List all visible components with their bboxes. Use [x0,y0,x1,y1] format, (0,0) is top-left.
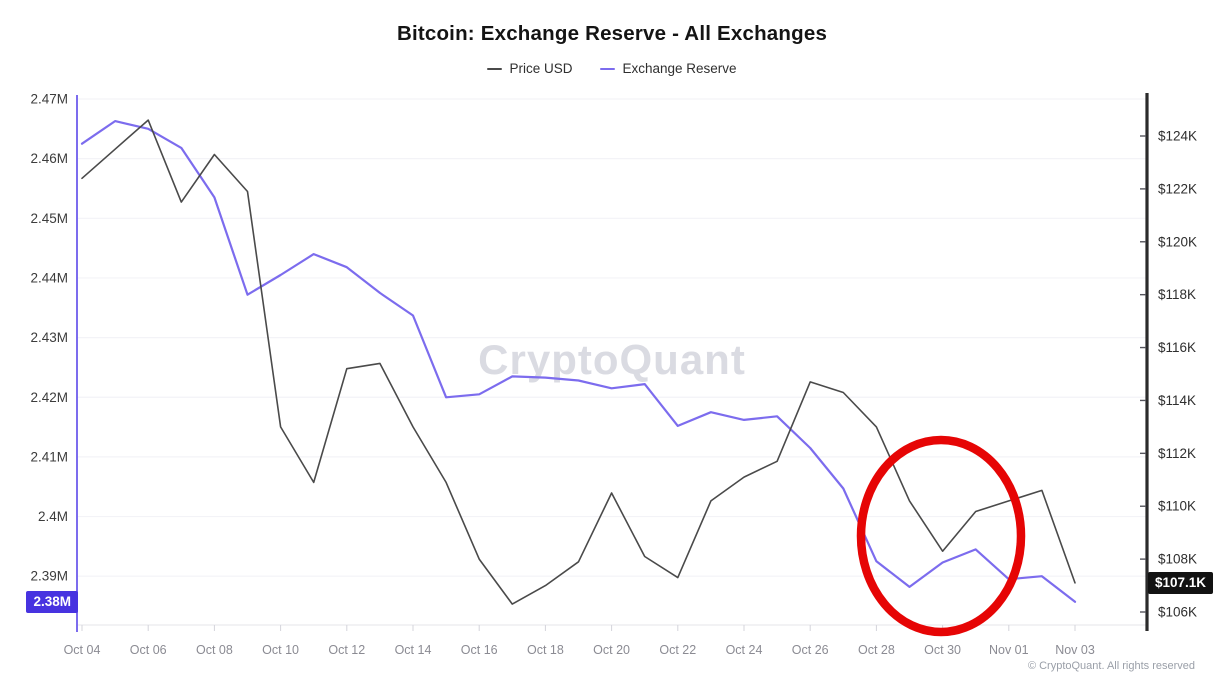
right-axis-tick-label: $112K [1158,446,1196,461]
copyright-notice: © CryptoQuant. All rights reserved [1027,660,1195,672]
x-axis-tick-label: Nov 03 [1055,643,1095,657]
x-axis-tick-label: Oct 04 [64,643,101,657]
left-axis-tick-label: 2.45M [30,211,68,226]
left-axis-tick-label: 2.46M [30,151,68,166]
x-axis-tick-label: Oct 22 [659,643,696,657]
right-axis-tick-label: $120K [1158,234,1197,249]
left-axis-tick-label: 2.43M [30,330,68,345]
left-axis-tick-label: 2.42M [30,390,68,405]
x-axis-tick-label: Oct 18 [527,643,564,657]
right-axis-tick-label: $124K [1158,129,1197,144]
x-axis-tick-label: Oct 14 [395,643,432,657]
right-axis-tick-label: $108K [1158,552,1197,567]
left-axis-tick-label: 2.44M [30,270,68,285]
annotation-circle [856,435,1026,637]
x-axis-tick-label: Oct 26 [792,643,829,657]
x-axis-tick-label: Oct 08 [196,643,233,657]
right-axis-tick-label: $110K [1158,499,1196,514]
right-axis-tick-label: $114K [1158,393,1196,408]
series-exchange-reserve-line [80,119,1077,603]
x-axis-tick-label: Oct 30 [924,643,961,657]
right-axis-tick-label: $118K [1158,287,1196,302]
right-axis-tick-label: $116K [1158,340,1196,355]
left-axis-tick-label: 2.41M [30,449,68,464]
left-axis-tick-label: 2.39M [30,569,68,584]
x-axis-tick-label: Oct 28 [858,643,895,657]
x-axis-tick-label: Oct 10 [262,643,299,657]
right-axis-tick-label: $122K [1158,181,1197,196]
price-usd-line-swatch [487,67,503,70]
legend-item-price-usd[interactable]: Price USD [487,61,572,76]
left-axis-tick-label: 2.4M [38,509,68,524]
legend-label-exchange-reserve: Exchange Reserve [622,61,737,76]
exchange-reserve-line-swatch [600,67,616,70]
series-price-usd-line [81,119,1076,605]
right-axis-tick-label: $106K [1158,605,1197,620]
legend-item-exchange-reserve[interactable]: Exchange Reserve [600,61,737,76]
x-axis-tick-label: Oct 06 [130,643,167,657]
x-axis-tick-label: Nov 01 [989,643,1029,657]
x-axis-tick-label: Oct 24 [726,643,763,657]
chart-title: Bitcoin: Exchange Reserve - All Exchange… [396,22,828,45]
price-current-value-badge: $107.1K [1148,571,1214,594]
reserve-current-value-badge: 2.38M [26,590,78,613]
x-axis-tick-label: Oct 16 [461,643,498,657]
x-axis-tick-label: Oct 12 [328,643,365,657]
x-axis-tick-label: Oct 20 [593,643,630,657]
chart-legend: Price USD Exchange Reserve [0,61,1224,76]
left-axis-tick-label: 2.47M [30,92,68,107]
legend-label-price-usd: Price USD [509,61,573,76]
